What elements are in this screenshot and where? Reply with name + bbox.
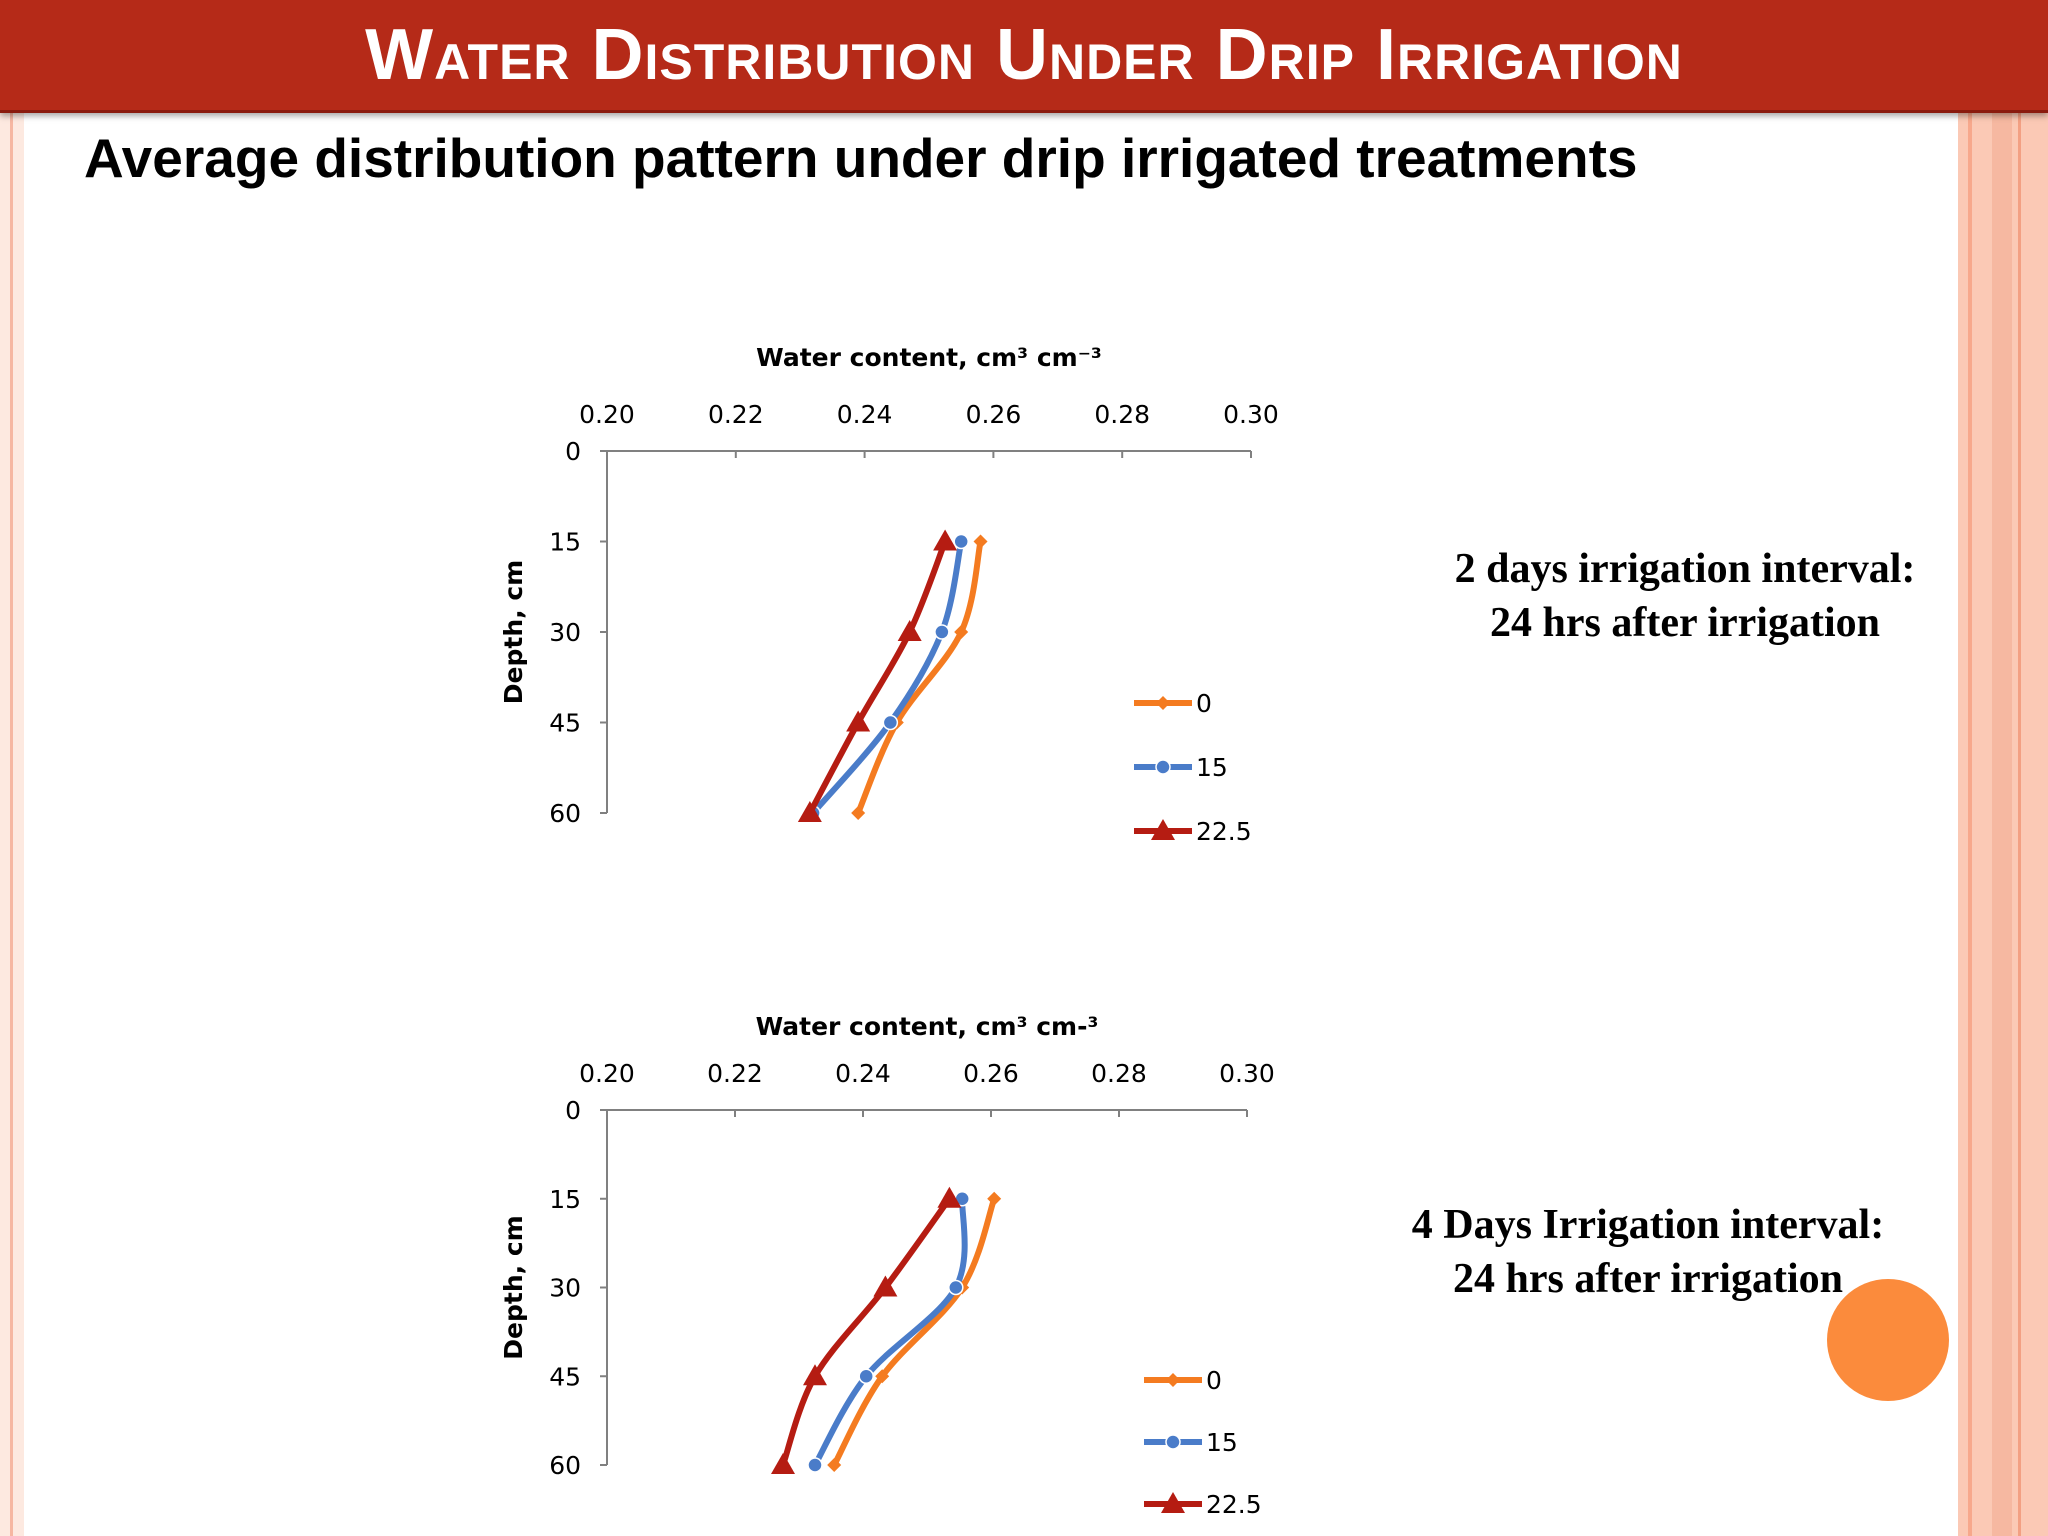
- data-point-0: [875, 1369, 890, 1384]
- caption-2-day-interval: 2 days irrigation interval: 24 hrs after…: [1405, 542, 1965, 650]
- legend-label-22.5: 22.5: [1206, 1490, 1262, 1519]
- x-tick-label: 0.20: [579, 1059, 635, 1088]
- series-line-22.5: [806, 538, 949, 816]
- x-tick-label: 0.30: [1223, 400, 1279, 429]
- y-tick-label: 45: [549, 709, 581, 738]
- legend-marker-0: [1166, 1373, 1180, 1387]
- y-tick-label: 15: [549, 1185, 581, 1214]
- y-tick-label: 60: [549, 799, 581, 828]
- series-line-15: [812, 1195, 968, 1468]
- title-bar: Water Distribution Under Drip Irrigation: [0, 0, 2048, 113]
- x-tick-label: 0.26: [963, 1059, 1019, 1088]
- right-border-decoration: [1958, 0, 2048, 1536]
- caption-4-day-interval: 4 Days Irrigation interval: 24 hrs after…: [1368, 1198, 1928, 1306]
- y-tick-label: 0: [565, 1096, 581, 1125]
- legend-label-0: 0: [1196, 689, 1212, 718]
- legend-marker-15: [1155, 759, 1171, 775]
- decorative-orange-circle: [1827, 1279, 1949, 1401]
- legend-label-22.5: 22.5: [1196, 817, 1252, 846]
- y-tick-label: 30: [549, 618, 581, 647]
- y-axis-title: Depth, cm: [499, 1215, 528, 1359]
- series-line-15: [810, 538, 965, 816]
- x-tick-label: 0.26: [966, 400, 1022, 429]
- chart-2-day-interval: Water content, cm³ cm⁻³ Depth, cm 0.20 0.22…: [499, 343, 1279, 846]
- data-point-22.5: [873, 1275, 898, 1297]
- legend-marker-15: [1165, 1434, 1181, 1450]
- data-point-15: [807, 1457, 823, 1473]
- series-line-22.5: [780, 1195, 953, 1468]
- data-point-22.5: [897, 620, 922, 641]
- y-tick-label: 30: [549, 1274, 581, 1303]
- x-tick-label: 0.22: [708, 400, 764, 429]
- y-tick-label: 60: [549, 1451, 581, 1480]
- data-point-0: [827, 1458, 842, 1472]
- legend-marker-0: [1156, 696, 1170, 710]
- caption-line-1: 4 Days Irrigation interval:: [1411, 1202, 1885, 1248]
- series-line-0: [831, 1195, 998, 1468]
- data-point-0: [954, 625, 969, 639]
- legend-marker-22.5: [1151, 819, 1175, 840]
- x-tick-label: 0.22: [707, 1059, 763, 1088]
- caption-line-2: 24 hrs after irrigation: [1453, 1256, 1843, 1302]
- y-tick-label: 15: [549, 528, 581, 557]
- left-border-decoration: [0, 0, 24, 1536]
- x-tick-label: 0.24: [835, 1059, 891, 1088]
- legend-label-15: 15: [1196, 753, 1228, 782]
- x-tick-label: 0.20: [579, 400, 635, 429]
- data-point-0: [987, 1191, 1002, 1206]
- data-point-15: [934, 624, 950, 640]
- data-point-15: [858, 1368, 874, 1384]
- x-tick-label: 0.28: [1094, 400, 1150, 429]
- data-point-15: [948, 1279, 964, 1296]
- y-axis-title: Depth, cm: [499, 560, 528, 704]
- caption-line-1: 2 days irrigation interval:: [1454, 546, 1916, 592]
- x-tick-label: 0.30: [1219, 1059, 1275, 1088]
- data-point-22.5: [937, 1186, 962, 1208]
- slide-subtitle: Average distribution pattern under drip …: [84, 127, 1638, 189]
- data-point-22.5: [846, 710, 871, 732]
- x-tick-label: 0.24: [837, 400, 893, 429]
- data-point-15: [953, 533, 969, 550]
- caption-line-2: 24 hrs after irrigation: [1490, 600, 1880, 646]
- legend-marker-22.5: [1161, 1492, 1185, 1513]
- data-point-22.5: [803, 1364, 827, 1386]
- x-axis-title: Water content, cm³ cm-³: [756, 1012, 1099, 1041]
- data-point-0: [851, 806, 866, 820]
- x-tick-label: 0.28: [1091, 1059, 1147, 1088]
- data-point-22.5: [933, 529, 958, 551]
- x-axis-title: Water content, cm³ cm⁻³: [756, 343, 1102, 372]
- chart-4-day-interval: Water content, cm³ cm-³ Depth, cm 0.20 0.22…: [499, 1012, 1275, 1519]
- data-point-15: [882, 714, 899, 731]
- data-point-22.5: [797, 801, 822, 822]
- legend-label-15: 15: [1206, 1428, 1238, 1457]
- legend-label-0: 0: [1206, 1366, 1222, 1395]
- data-point-22.5: [771, 1453, 795, 1474]
- y-tick-label: 45: [549, 1362, 581, 1391]
- series-line-0: [855, 538, 984, 816]
- y-tick-label: 0: [565, 437, 581, 466]
- slide-title: Water Distribution Under Drip Irrigation: [365, 15, 1683, 95]
- data-point-0: [973, 534, 988, 549]
